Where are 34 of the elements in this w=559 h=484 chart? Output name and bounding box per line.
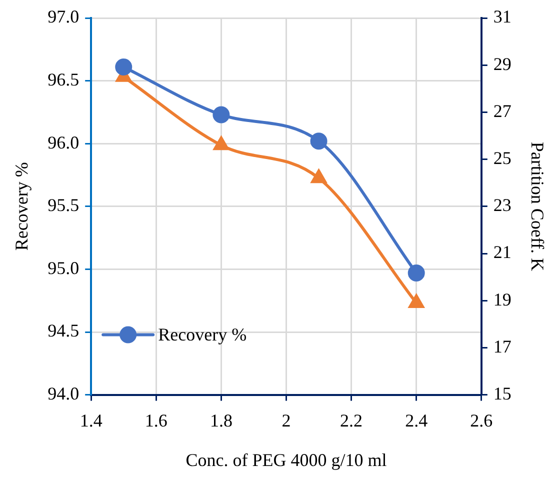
y2-tick-label: 21 [493, 242, 512, 262]
point [115, 58, 132, 76]
y2-tick-label: 31 [493, 6, 512, 27]
legend-label: Recovery % [158, 324, 247, 345]
y2-tick-label: 27 [493, 100, 512, 121]
point [214, 136, 229, 150]
point [311, 170, 326, 184]
x-tick-label: 2 [282, 410, 291, 430]
y-tick-label: 97.0 [48, 6, 80, 27]
point [408, 294, 424, 308]
y2-tick-label: 17 [493, 336, 512, 356]
x-axis-title: Conc. of PEG 4000 g/10 ml [186, 450, 387, 470]
x-tick-label: 2.4 [405, 410, 428, 430]
x-tick-label: 1.8 [210, 410, 232, 430]
y-tick-label: 94.0 [48, 384, 80, 404]
y-tick-label: 96.0 [48, 132, 80, 152]
point [310, 132, 328, 150]
y-tick-label: 95.0 [48, 258, 80, 278]
y-tick-label: 96.5 [48, 70, 80, 90]
y2-tick-label: 29 [493, 54, 512, 74]
y2-tick-label: 15 [493, 384, 512, 404]
y-axis-title: Recovery % [12, 162, 32, 251]
y2-tick-label: 25 [493, 148, 512, 168]
x-tick-label: 1.6 [144, 410, 168, 430]
y2-tick-label: 23 [493, 195, 512, 216]
x-tick-label: 2.2 [340, 410, 363, 430]
point [408, 264, 425, 282]
x-tick-label: 2.6 [470, 410, 493, 430]
x-tick-label: 1.4 [80, 410, 102, 430]
y-tick-label: 95.5 [48, 195, 80, 216]
point [212, 106, 230, 124]
y2-axis-title: Partition Coeff. K [527, 142, 548, 271]
y-tick-label: 94.5 [48, 320, 80, 341]
y2-tick-label: 19 [493, 289, 512, 310]
